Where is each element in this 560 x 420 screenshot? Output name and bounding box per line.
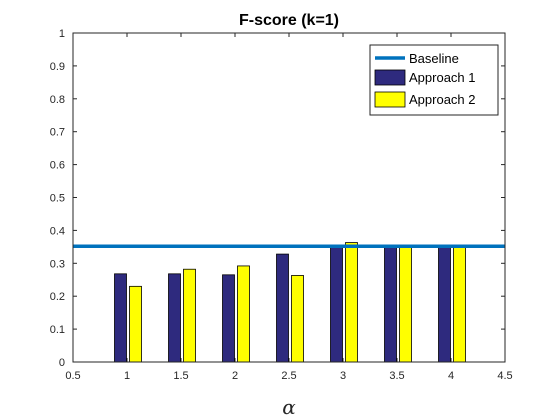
legend: Baseline Approach 1 Approach 2 — [369, 44, 499, 116]
plot-frame — [72, 32, 506, 363]
bar-approach-1 — [276, 253, 289, 363]
x-axis-label: α — [282, 395, 296, 419]
bar-approach-1 — [114, 273, 127, 363]
x-tick-label: 2 — [232, 370, 238, 382]
y-tick-label: 0.4 — [50, 225, 65, 237]
y-tick-label: 0.2 — [50, 291, 65, 303]
bar-approach-2 — [129, 285, 142, 363]
y-tick-label: 1 — [59, 28, 65, 40]
x-tick-label: 1.5 — [173, 370, 188, 382]
bar-approach-1 — [384, 244, 397, 363]
bar-approach-1 — [168, 273, 181, 363]
y-tick-label: 0.3 — [50, 258, 65, 270]
bar-approach-1 — [222, 274, 235, 363]
x-tick-label: 0.5 — [65, 370, 80, 382]
y-tick-label: 0.6 — [50, 160, 65, 172]
legend-swatch-approach-2 — [374, 91, 406, 108]
legend-label-approach-2: Approach 2 — [409, 92, 476, 107]
y-axis: 0 0.1 0.2 0.3 0.4 0.5 0.6 0.7 0.8 0.9 1 — [50, 28, 505, 369]
legend-label-baseline: Baseline — [409, 51, 459, 66]
y-tick-label: 0 — [59, 357, 65, 369]
bar-approach-1 — [330, 244, 343, 363]
y-tick-label: 0.9 — [50, 61, 65, 73]
legend-swatch-approach-1 — [374, 69, 406, 86]
y-tick-label: 0.1 — [50, 324, 65, 336]
bar-approach-1 — [438, 244, 451, 363]
y-tick-label: 0.7 — [50, 127, 65, 139]
x-tick-label: 2.5 — [281, 370, 296, 382]
x-tick-label: 3.5 — [389, 370, 404, 382]
chart-title: F-score (k=1) — [239, 12, 339, 29]
x-axis: 0.5 1 1.5 2 2.5 3 3.5 4 4.5 — [65, 33, 513, 382]
bar-approach-2 — [237, 265, 250, 363]
x-tick-label: 3 — [340, 370, 346, 382]
y-tick-label: 0.8 — [50, 94, 65, 106]
bar-approach-2 — [345, 242, 358, 363]
bar-approach-2 — [183, 268, 196, 363]
x-tick-label: 1 — [124, 370, 130, 382]
legend-label-approach-1: Approach 1 — [409, 70, 476, 85]
bar-group — [114, 242, 466, 363]
bar-approach-2 — [291, 275, 304, 363]
bar-approach-2 — [453, 246, 466, 363]
x-tick-label: 4.5 — [497, 370, 512, 382]
bar-approach-2 — [399, 247, 412, 363]
x-tick-label: 4 — [448, 370, 454, 382]
y-tick-label: 0.5 — [50, 193, 65, 205]
